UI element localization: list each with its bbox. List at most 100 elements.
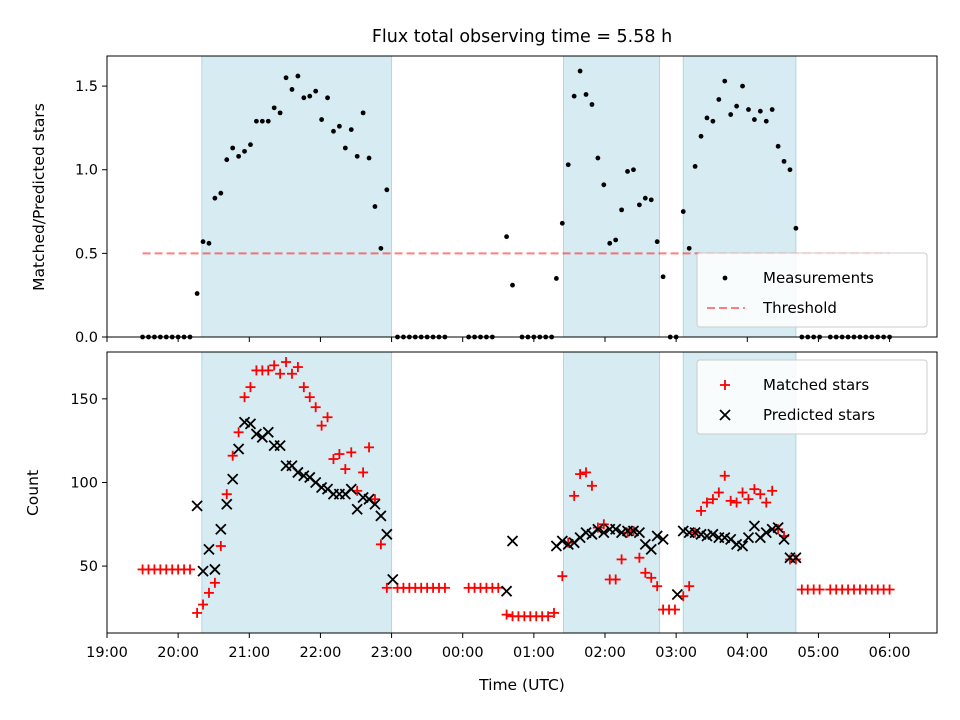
matched-star-point [203, 587, 214, 598]
matched-star-point [719, 470, 730, 481]
matched-star-point [358, 467, 369, 478]
measurement-point [589, 102, 595, 107]
x-tick-label: 05:00 [798, 645, 840, 661]
x-tick-label: 20:00 [157, 645, 199, 661]
x-stroke-b [689, 527, 701, 539]
x-stroke-b [651, 530, 663, 542]
matched-star-point [569, 490, 580, 501]
measurement-point [265, 118, 271, 124]
legend: Matched stars Predicted stars [696, 359, 928, 435]
x-tick-label: 03:00 [655, 645, 697, 661]
matched-star-point [557, 571, 568, 582]
x-axis-label: Time (UTC) [478, 676, 565, 694]
matched-star-point [581, 467, 592, 478]
measurement-point [769, 107, 775, 112]
matched-star-point [375, 539, 386, 550]
predicted-star-point [736, 540, 749, 552]
x-stroke-b [730, 538, 743, 550]
measurement-point [366, 155, 372, 161]
measurement-point [746, 107, 751, 112]
x-tick-label: 04:00 [726, 645, 768, 661]
x-stroke-b [671, 588, 683, 601]
matched-star-point [227, 450, 238, 461]
x-stroke-b [500, 585, 513, 597]
predicted-star-point [262, 426, 274, 438]
x-stroke-b [387, 573, 399, 586]
measurement-point [728, 112, 734, 117]
matched-star-point [737, 487, 748, 498]
measurement-point [230, 145, 236, 151]
x-stroke-b [215, 523, 227, 535]
x-stroke-b [695, 528, 707, 540]
x-stroke-b [250, 428, 263, 440]
x-stroke-b [580, 527, 592, 539]
x-stroke-b [286, 460, 298, 472]
y-tick-label: 0.0 [75, 330, 98, 346]
measurement-point [601, 182, 607, 188]
predicted-star-point [209, 563, 221, 576]
x-stroke-b [232, 443, 245, 455]
x-stroke-b [633, 527, 646, 539]
matched-star-point [185, 564, 195, 575]
measurement-point [619, 207, 624, 213]
measurement-point [313, 88, 319, 94]
measurement-point [680, 209, 686, 214]
x-stroke-b [315, 481, 328, 494]
measurement-point [295, 73, 301, 79]
measurement-point [254, 118, 259, 124]
x-tick-label: 02:00 [584, 645, 626, 661]
predicted-star-point [381, 528, 393, 540]
matched-star-point [549, 607, 560, 618]
matched-star-point [707, 494, 718, 505]
measurement-point [504, 234, 509, 240]
observing-window [201, 55, 393, 338]
measurement-point [342, 145, 348, 151]
measurement-point [283, 75, 289, 81]
measurement-point [325, 95, 330, 101]
matched-star-point [346, 447, 357, 458]
ratio-panel: 0.0 0.5 1.0 1.5 Measurements Threshold [75, 55, 938, 346]
measurement-point [289, 87, 295, 92]
predicted-star-point [191, 500, 203, 512]
measurement-point [384, 187, 390, 193]
predicted-star-point [772, 521, 784, 534]
x-tick-label: 23:00 [371, 645, 413, 661]
measurement-point [716, 97, 722, 102]
ratio-y-axis-label: Matched/Predicted stars [30, 103, 48, 291]
measurement-point [583, 92, 589, 97]
predicted-star-point [345, 483, 357, 495]
y-tick-label: 1.0 [75, 163, 98, 179]
measurement-point [360, 110, 366, 116]
x-stroke-b [351, 503, 363, 515]
x-stroke-b [345, 483, 357, 495]
measurement-point [763, 118, 769, 124]
matched-star-point [239, 392, 250, 403]
count-y-axis-label: Count [24, 470, 42, 516]
matched-star-point [592, 522, 603, 533]
matched-star-point [731, 497, 742, 508]
measurement-point [571, 93, 577, 99]
x-stroke-b [610, 523, 622, 535]
predicted-star-point [227, 473, 239, 485]
measurement-point [787, 167, 793, 173]
x-stroke-b [221, 498, 233, 510]
measurement-point [510, 282, 515, 288]
matched-star-point [263, 365, 274, 376]
matched-star-point [586, 480, 597, 491]
measurement-point [331, 128, 336, 134]
measurement-point [378, 245, 384, 251]
plot-frame [106, 351, 938, 634]
x-stroke-b [238, 416, 251, 428]
matched-star-point [192, 607, 203, 618]
matched-star-point [610, 574, 621, 585]
measurement-point [236, 153, 242, 159]
predicted-star-point [645, 543, 657, 556]
predicted-star-point [506, 535, 519, 547]
matched-star-point [304, 392, 315, 403]
measurement-point [642, 195, 648, 201]
measurement-point [660, 274, 666, 280]
x-stroke-b [778, 533, 790, 545]
measurement-point [775, 143, 781, 149]
predicted-star-point [292, 466, 304, 479]
matched-star-point [493, 582, 504, 593]
